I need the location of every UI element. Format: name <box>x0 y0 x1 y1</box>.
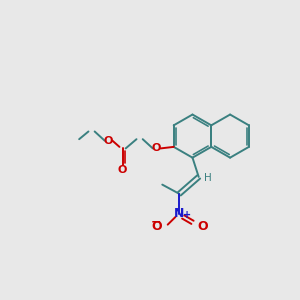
Text: O: O <box>151 220 161 233</box>
Text: O: O <box>104 136 113 146</box>
Text: N: N <box>174 207 184 220</box>
Text: O: O <box>118 165 127 175</box>
Text: +: + <box>183 210 191 220</box>
Text: H: H <box>204 173 212 184</box>
Text: −: − <box>151 215 161 228</box>
Text: O: O <box>152 143 161 153</box>
Text: O: O <box>197 220 208 233</box>
